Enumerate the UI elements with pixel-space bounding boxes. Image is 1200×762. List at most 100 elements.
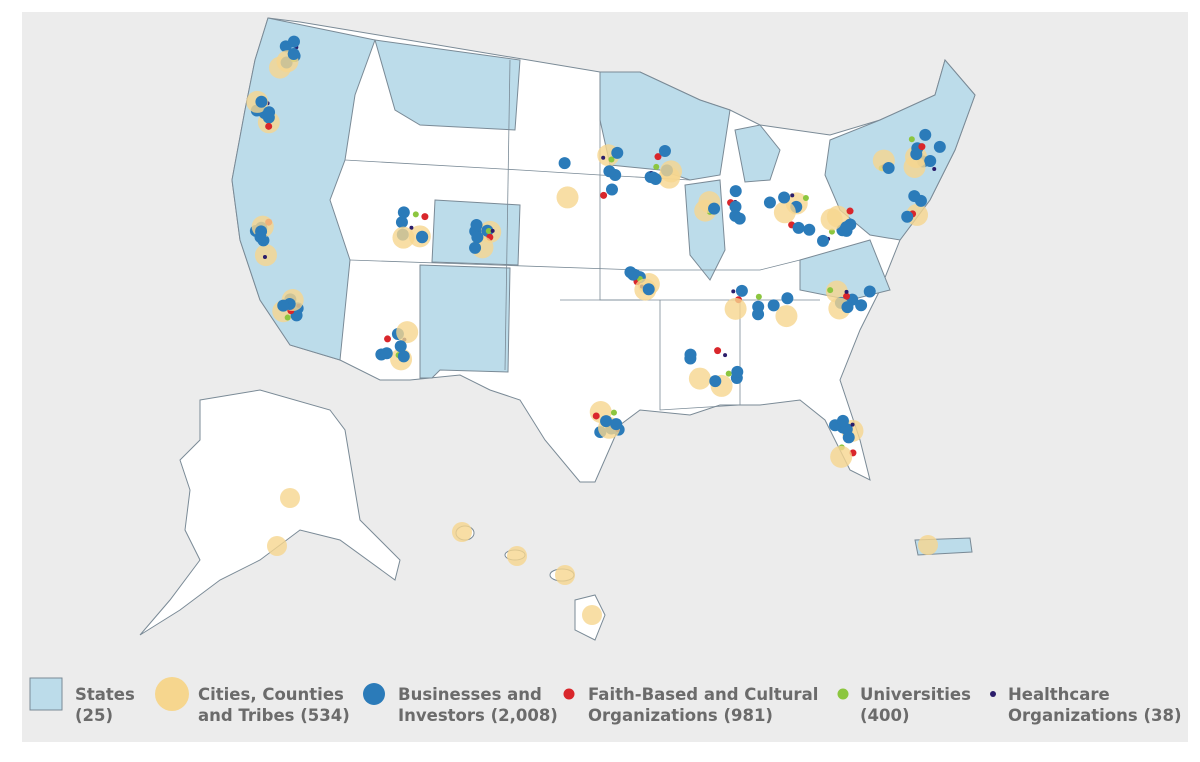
location-dot [555, 565, 575, 585]
location-dot [933, 140, 946, 153]
location-dot [752, 308, 765, 321]
location-dot [287, 48, 300, 61]
location-dot [490, 228, 495, 233]
location-dot [627, 268, 640, 281]
location-dot [470, 219, 483, 232]
location-dot [827, 287, 834, 294]
location-dot [773, 201, 796, 224]
location-dot [267, 536, 287, 556]
location-dot [582, 605, 602, 625]
location-dot [592, 412, 600, 420]
legend-label: Cities, Counties [198, 685, 344, 704]
northeast-states [824, 58, 976, 241]
location-dot [485, 227, 492, 234]
montana [374, 39, 521, 131]
location-dot [660, 160, 683, 183]
location-dot [729, 200, 742, 213]
location-dot [735, 284, 748, 297]
legend-label: (400) [860, 706, 910, 725]
location-dot [654, 153, 662, 161]
location-dot [280, 488, 300, 508]
location-dot [910, 148, 923, 161]
location-dot [932, 166, 937, 171]
location-dot [284, 314, 291, 321]
location-dot [919, 128, 932, 141]
location-dot [254, 230, 267, 243]
location-dot [605, 183, 618, 196]
legend-swatch [29, 677, 63, 711]
legend: States (25) Cities, Counties and Tribes (53… [29, 677, 1181, 725]
location-dot [647, 171, 660, 184]
location-dot [714, 347, 722, 355]
location-dot [507, 546, 527, 566]
location-dot [601, 155, 606, 160]
legend-swatch [563, 688, 575, 700]
location-dot [778, 191, 791, 204]
legend-label: Businesses and [398, 685, 542, 704]
location-dot [729, 185, 742, 198]
location-dot [262, 254, 267, 259]
location-dot [653, 163, 660, 170]
location-dot [416, 231, 429, 244]
location-dot [397, 350, 410, 363]
location-dot [287, 35, 300, 48]
location-dot [709, 375, 722, 388]
location-dot [840, 221, 853, 234]
location-dot [908, 190, 921, 203]
location-dot [611, 146, 624, 159]
location-dot [395, 216, 408, 229]
michigan [734, 124, 781, 183]
location-dot [903, 156, 926, 179]
location-dot [600, 191, 608, 199]
location-dot [843, 292, 851, 300]
location-dot [908, 136, 915, 143]
location-dot [855, 299, 868, 312]
location-dot [558, 157, 571, 170]
location-dot [825, 280, 848, 303]
alaska [139, 389, 401, 636]
location-dot [396, 321, 419, 344]
location-dot [394, 340, 407, 353]
location-dot [392, 226, 415, 249]
location-dot [471, 231, 484, 244]
mainland [231, 17, 976, 483]
dots [246, 35, 946, 625]
legend-swatch [837, 688, 849, 700]
location-dot [918, 143, 926, 151]
legend-swatch [155, 677, 189, 711]
location-dot [603, 165, 616, 178]
location-dot [731, 289, 736, 294]
location-dot [265, 122, 273, 130]
location-dot [397, 206, 410, 219]
location-dot [841, 301, 854, 314]
location-dot [608, 156, 615, 163]
location-dot [733, 212, 746, 225]
state-border [349, 259, 801, 271]
legend-label: Faith-Based and Cultural [588, 685, 818, 704]
location-dot [802, 194, 809, 201]
location-dot [409, 225, 414, 230]
legend-label: and Tribes (534) [198, 706, 350, 725]
location-dot [380, 347, 393, 360]
legend-swatch [990, 691, 996, 697]
location-dot [684, 348, 697, 361]
location-dot [863, 285, 876, 298]
location-dot [924, 154, 937, 167]
location-dot [767, 299, 780, 312]
location-dot [820, 208, 843, 231]
location-dot [901, 210, 914, 223]
location-dot [277, 299, 290, 312]
location-dot [882, 162, 895, 175]
location-dot [384, 335, 392, 343]
location-dot [412, 211, 419, 218]
location-dot [836, 414, 849, 427]
location-dot [421, 213, 429, 221]
location-dot [642, 283, 655, 296]
legend-label: Healthcare [1008, 685, 1110, 704]
location-dot [755, 293, 762, 300]
location-dot [263, 106, 276, 119]
location-dot [254, 244, 277, 267]
location-dot [469, 241, 482, 254]
